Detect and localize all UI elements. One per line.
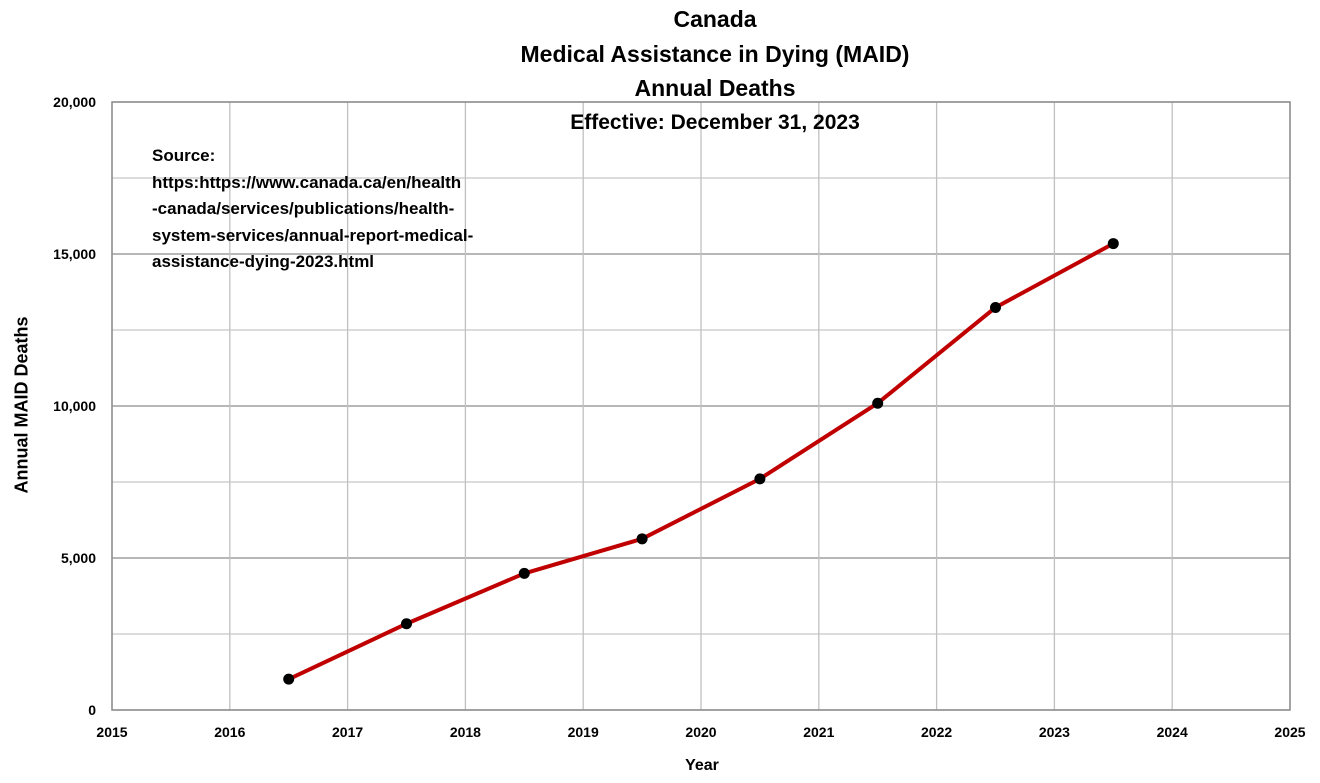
chart-title-line-3: Annual Deaths: [634, 75, 796, 101]
chart-title-line-1: Canada: [673, 6, 757, 32]
data-point: [636, 533, 648, 545]
x-tick-label: 2015: [96, 724, 127, 740]
x-tick-label: 2020: [685, 724, 716, 740]
plot-frame: [111, 101, 1291, 711]
x-axis-label: Year: [685, 757, 719, 774]
x-tick-label: 2025: [1274, 724, 1305, 740]
chart-title-line-2: Medical Assistance in Dying (MAID): [520, 41, 910, 67]
y-tick-label: 0: [88, 702, 96, 718]
y-tick-label: 20,000: [53, 94, 96, 110]
y-tick-label: 10,000: [53, 398, 96, 414]
x-tick-label: 2023: [1039, 724, 1070, 740]
data-point: [518, 567, 530, 579]
data-point: [872, 397, 884, 409]
y-tick-label: 5,000: [61, 550, 96, 566]
data-point: [1107, 238, 1119, 250]
chart-subtitle: Effective: December 31, 2023: [570, 111, 860, 134]
x-tick-label: 2018: [450, 724, 481, 740]
x-tick-label: 2016: [214, 724, 245, 740]
series-line: [287, 241, 1115, 681]
data-point: [401, 618, 412, 630]
x-tick-label: 2021: [803, 724, 834, 740]
y-tick-label: 15,000: [53, 246, 96, 262]
y-axis-label: Annual MAID Deaths: [11, 316, 32, 494]
x-tick-label: 2019: [568, 724, 599, 740]
x-tick-label: 2024: [1157, 724, 1188, 740]
data-point: [754, 473, 766, 485]
x-tick-label: 2022: [921, 724, 952, 740]
source-annotation: Source: https:https://www.canada.ca/en/h…: [152, 146, 474, 271]
data-point: [990, 301, 1001, 313]
x-tick-label: 2017: [332, 724, 363, 740]
data-point: [283, 673, 295, 685]
